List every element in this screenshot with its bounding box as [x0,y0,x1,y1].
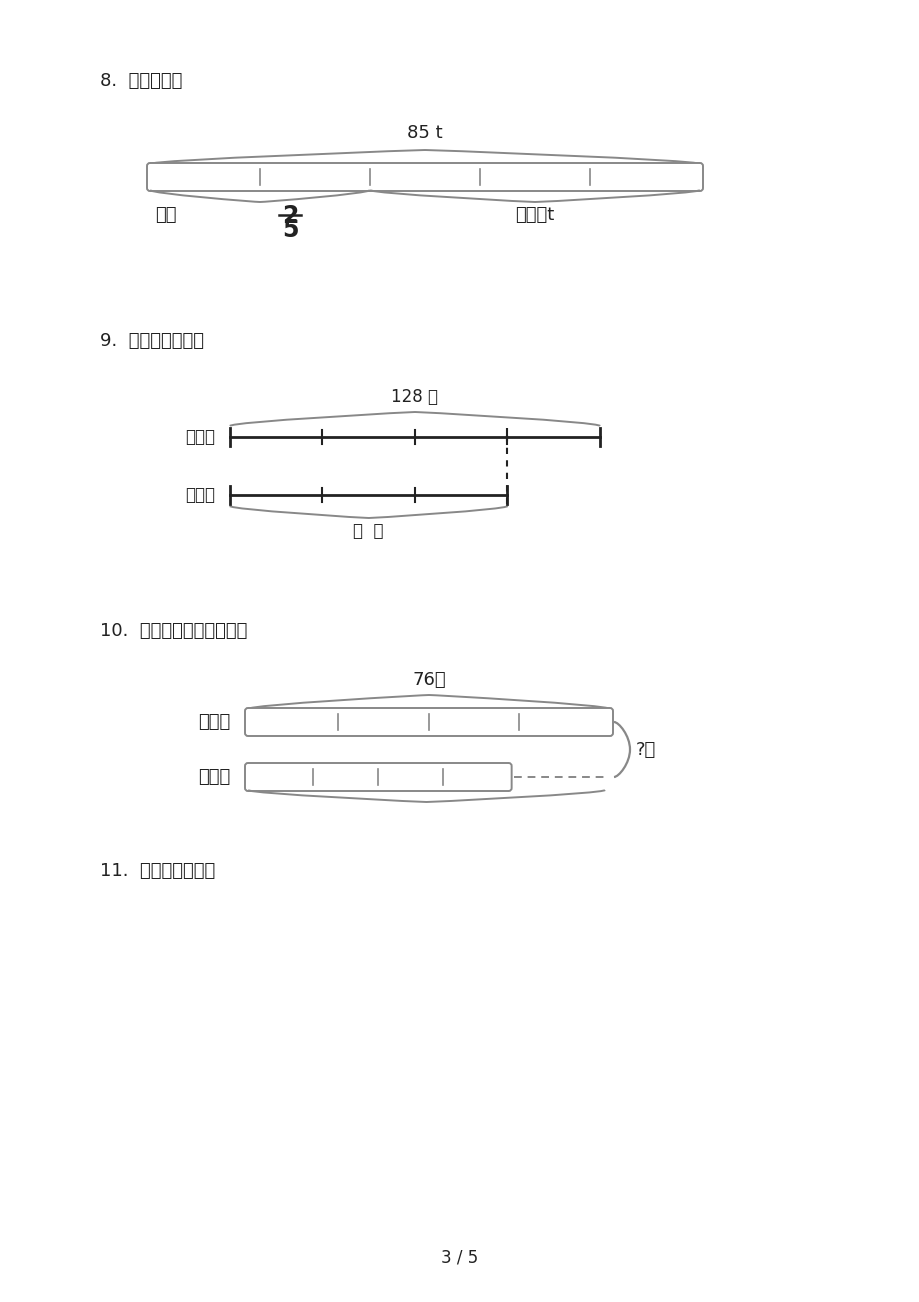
Text: 梨树：: 梨树： [185,428,215,447]
Text: 9.  看图列式计算。: 9. 看图列式计算。 [100,332,204,350]
Text: 用去: 用去 [154,206,176,224]
Text: 桌子：: 桌子： [198,713,230,730]
Text: ？  棵: ？ 棵 [353,522,383,540]
FancyBboxPatch shape [147,163,702,191]
Text: 10.  我能看图列式并计算。: 10. 我能看图列式并计算。 [100,622,247,641]
FancyBboxPatch shape [244,708,612,736]
Text: 2: 2 [281,204,298,228]
Text: 76元: 76元 [412,671,446,689]
Text: 3 / 5: 3 / 5 [441,1249,478,1267]
Text: 还剩？t: 还剩？t [515,206,554,224]
Text: ?元: ?元 [635,741,655,759]
FancyBboxPatch shape [244,763,511,792]
Text: 11.  看图列式计算。: 11. 看图列式计算。 [100,862,215,880]
Text: 桃树：: 桃树： [185,486,215,504]
Text: 8.  列式计算。: 8. 列式计算。 [100,72,182,90]
Text: 85 t: 85 t [407,124,442,142]
Text: 5: 5 [281,217,298,242]
Text: 椅子：: 椅子： [198,768,230,786]
Text: 128 棵: 128 棵 [391,388,438,406]
